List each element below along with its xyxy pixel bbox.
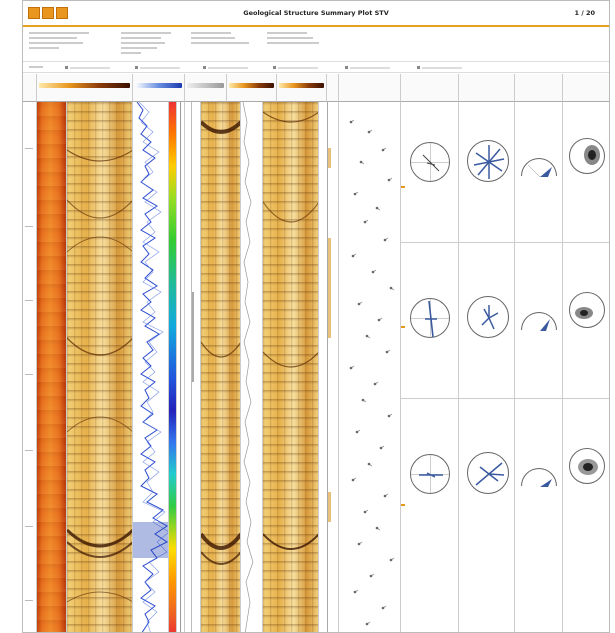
- amplitude-curve: [133, 102, 168, 632]
- rainbow-scale-track: [169, 102, 177, 632]
- fracture-traces: [201, 120, 240, 565]
- rose-diagram: [467, 140, 509, 182]
- logo-icon: [28, 7, 40, 19]
- stereonet-column: [401, 102, 459, 632]
- page-number: 1 / 20: [574, 9, 595, 17]
- density-plot: [569, 448, 605, 484]
- tadpole-marks: [349, 119, 395, 626]
- track-header: [327, 74, 339, 102]
- fracture-traces: [67, 149, 132, 603]
- color-scale: [229, 83, 274, 88]
- info-column: [191, 32, 249, 44]
- image-header: [227, 74, 277, 102]
- info-block: [23, 29, 609, 61]
- core-image-track: [37, 102, 67, 632]
- core-image-header: [37, 74, 133, 102]
- color-scale: [135, 83, 182, 88]
- info-column: [121, 32, 171, 54]
- color-scale: [39, 83, 130, 88]
- legend-item: [417, 66, 462, 70]
- amplitude-curve-track: [133, 102, 169, 632]
- info-column: [29, 32, 89, 49]
- legend-item: [273, 66, 318, 70]
- dip-histogram: [521, 312, 557, 331]
- fracture-traces: [263, 111, 318, 550]
- processed-image-track: [263, 102, 319, 632]
- rose-diagram-header: [459, 74, 515, 102]
- amplitude-image-track: [67, 102, 133, 632]
- depth-track: [23, 102, 37, 632]
- page-title: Geological Structure Summary Plot STV: [243, 9, 389, 17]
- report-page: Geological Structure Summary Plot STV 1 …: [22, 0, 610, 633]
- grayline-track: [177, 102, 185, 632]
- stereonet: [410, 142, 450, 182]
- density-plot-header: [563, 74, 609, 102]
- stereonet-header: [401, 74, 459, 102]
- annotation-track: [241, 102, 263, 632]
- dip-histogram: [521, 468, 557, 487]
- annotation-marks: [242, 102, 254, 632]
- info-column: [267, 32, 319, 44]
- legend-item: [65, 66, 110, 70]
- rose-diagram: [467, 296, 509, 338]
- density-plot-column: [563, 102, 609, 632]
- rose-diagram-column: [459, 102, 515, 632]
- logo-icon: [42, 7, 54, 19]
- amplitude-header: [133, 74, 185, 102]
- logo-icon: [56, 7, 68, 19]
- dip-histogram-column: [515, 102, 563, 632]
- resistivity-image-track: [201, 102, 241, 632]
- color-scale: [187, 83, 224, 88]
- dip-histogram: [521, 158, 557, 177]
- scale-header: [185, 74, 227, 102]
- legend-item: [203, 66, 248, 70]
- marker-track: [319, 102, 339, 632]
- image-header: [277, 74, 327, 102]
- logo-group: [28, 7, 68, 19]
- legend-item: [135, 66, 180, 70]
- rose-diagram: [467, 452, 509, 494]
- caliper-track: [185, 102, 201, 632]
- depth-header: [23, 74, 37, 102]
- density-plot: [569, 292, 605, 328]
- dip-histogram-header: [515, 74, 563, 102]
- tadpole-track: [339, 102, 401, 632]
- stereonet: [410, 298, 450, 338]
- color-scale: [279, 83, 324, 88]
- density-plot: [569, 138, 605, 174]
- stereonet: [410, 454, 450, 494]
- title-bar: Geological Structure Summary Plot STV 1 …: [23, 1, 609, 27]
- tadpole-header: [339, 74, 401, 102]
- legend-item: [345, 66, 390, 70]
- legend-bar: [23, 61, 609, 73]
